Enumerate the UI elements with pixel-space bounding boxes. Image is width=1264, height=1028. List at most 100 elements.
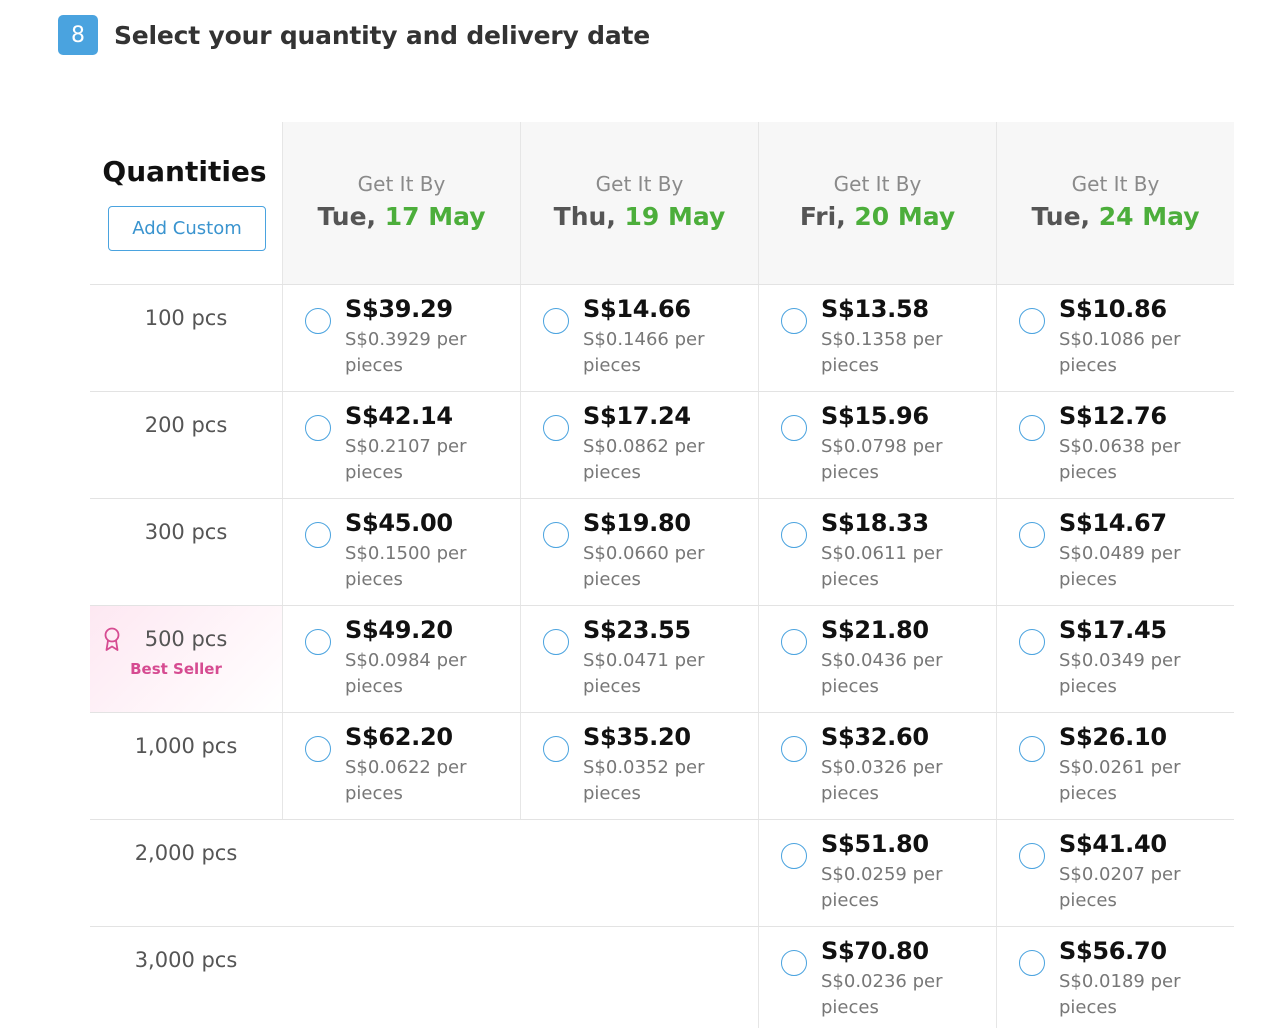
price-radio-button[interactable]	[1019, 950, 1045, 976]
unit-price: S$0.1358 per pieces	[821, 329, 943, 376]
price-option[interactable]: S$19.80 S$0.0660 per pieces	[520, 499, 758, 605]
price-option[interactable]: S$14.67 S$0.0489 per pieces	[996, 499, 1234, 605]
get-it-by-label: Get It By	[357, 172, 446, 196]
unit-price: S$0.0471 per pieces	[583, 650, 705, 697]
price-option[interactable]: S$15.96 S$0.0798 per pieces	[758, 392, 996, 498]
delivery-date: Thu, 19 May	[554, 202, 726, 231]
price-radio-button[interactable]	[781, 522, 807, 548]
price-radio-button[interactable]	[781, 415, 807, 441]
unit-price: S$0.0189 per pieces	[1059, 971, 1181, 1018]
price-radio-button[interactable]	[543, 736, 569, 762]
unit-price: S$0.0489 per pieces	[1059, 543, 1181, 590]
quantity-cell: 300 pcs	[90, 499, 282, 605]
unit-price: S$0.0326 per pieces	[821, 757, 943, 804]
date-column-header: Get It By Tue, 17 May	[282, 122, 520, 284]
price-option[interactable]: S$62.20 S$0.0622 per pieces	[282, 713, 520, 819]
price-radio-button[interactable]	[305, 415, 331, 441]
unit-price: S$0.0236 per pieces	[821, 971, 943, 1018]
price-option[interactable]: S$56.70 S$0.0189 per pieces	[996, 927, 1234, 1028]
price-option[interactable]: S$14.66 S$0.1466 per pieces	[520, 285, 758, 391]
price-radio-button[interactable]	[1019, 308, 1045, 334]
price-radio-button[interactable]	[305, 629, 331, 655]
total-price: S$42.14	[345, 402, 453, 430]
price-radio-button[interactable]	[781, 629, 807, 655]
price-radio-button[interactable]	[543, 308, 569, 334]
unit-price: S$0.0638 per pieces	[1059, 436, 1181, 483]
price-radio-button[interactable]	[781, 843, 807, 869]
total-price: S$26.10	[1059, 723, 1167, 751]
empty-price-cell	[520, 927, 758, 1028]
price-option[interactable]: S$49.20 S$0.0984 per pieces	[282, 606, 520, 712]
price-radio-button[interactable]	[543, 415, 569, 441]
price-option[interactable]: S$12.76 S$0.0638 per pieces	[996, 392, 1234, 498]
unit-price: S$0.2107 per pieces	[345, 436, 467, 483]
price-radio-button[interactable]	[1019, 843, 1045, 869]
quantity-label: 500 pcs	[144, 627, 228, 651]
price-radio-button[interactable]	[1019, 736, 1045, 762]
price-option[interactable]: S$51.80 S$0.0259 per pieces	[758, 820, 996, 926]
total-price: S$14.67	[1059, 509, 1167, 537]
price-option[interactable]: S$39.29 S$0.3929 per pieces	[282, 285, 520, 391]
quantities-header: Quantities Add Custom	[90, 122, 282, 284]
price-radio-button[interactable]	[543, 629, 569, 655]
best-seller-label: Best Seller	[130, 660, 222, 678]
price-radio-button[interactable]	[781, 736, 807, 762]
price-radio-button[interactable]	[1019, 522, 1045, 548]
delivery-date: Fri, 20 May	[800, 202, 955, 231]
total-price: S$18.33	[821, 509, 929, 537]
price-option[interactable]: S$10.86 S$0.1086 per pieces	[996, 285, 1234, 391]
date-column-header: Get It By Thu, 19 May	[520, 122, 758, 284]
price-option[interactable]: S$21.80 S$0.0436 per pieces	[758, 606, 996, 712]
unit-price: S$0.1466 per pieces	[583, 329, 705, 376]
total-price: S$45.00	[345, 509, 453, 537]
total-price: S$49.20	[345, 616, 453, 644]
total-price: S$15.96	[821, 402, 929, 430]
get-it-by-label: Get It By	[1071, 172, 1160, 196]
delivery-day: Thu,	[553, 202, 625, 231]
total-price: S$19.80	[583, 509, 691, 537]
unit-price: S$0.0207 per pieces	[1059, 864, 1181, 911]
step-header: 8 Select your quantity and delivery date	[58, 15, 650, 55]
price-option[interactable]: S$32.60 S$0.0326 per pieces	[758, 713, 996, 819]
total-price: S$35.20	[583, 723, 691, 751]
price-radio-button[interactable]	[781, 308, 807, 334]
price-option[interactable]: S$35.20 S$0.0352 per pieces	[520, 713, 758, 819]
price-radio-button[interactable]	[543, 522, 569, 548]
unit-price: S$0.1500 per pieces	[345, 543, 467, 590]
delivery-date-green: 17 May	[384, 202, 486, 231]
get-it-by-label: Get It By	[595, 172, 684, 196]
price-option[interactable]: S$26.10 S$0.0261 per pieces	[996, 713, 1234, 819]
quantity-label: 100 pcs	[144, 306, 228, 330]
price-option[interactable]: S$23.55 S$0.0471 per pieces	[520, 606, 758, 712]
price-option[interactable]: S$70.80 S$0.0236 per pieces	[758, 927, 996, 1028]
unit-price: S$0.0259 per pieces	[821, 864, 943, 911]
unit-price: S$0.0436 per pieces	[821, 650, 943, 697]
price-radio-button[interactable]	[1019, 415, 1045, 441]
add-custom-button[interactable]: Add Custom	[108, 206, 266, 251]
total-price: S$17.24	[583, 402, 691, 430]
step-title: Select your quantity and delivery date	[114, 20, 651, 50]
price-radio-button[interactable]	[305, 522, 331, 548]
price-option[interactable]: S$41.40 S$0.0207 per pieces	[996, 820, 1234, 926]
empty-price-cell	[520, 820, 758, 926]
price-radio-button[interactable]	[781, 950, 807, 976]
price-option[interactable]: S$18.33 S$0.0611 per pieces	[758, 499, 996, 605]
quantity-cell: 500 pcs Best Seller	[90, 606, 282, 712]
unit-price: S$0.0611 per pieces	[821, 543, 943, 590]
price-radio-button[interactable]	[1019, 629, 1045, 655]
price-option[interactable]: S$17.45 S$0.0349 per pieces	[996, 606, 1234, 712]
total-price: S$51.80	[821, 830, 929, 858]
price-radio-button[interactable]	[305, 308, 331, 334]
quantity-label: 1,000 pcs	[134, 734, 238, 758]
delivery-date-green: 24 May	[1098, 202, 1200, 231]
price-option[interactable]: S$45.00 S$0.1500 per pieces	[282, 499, 520, 605]
price-option[interactable]: S$13.58 S$0.1358 per pieces	[758, 285, 996, 391]
delivery-date: Tue, 24 May	[1031, 202, 1199, 231]
unit-price: S$0.0352 per pieces	[583, 757, 705, 804]
price-radio-button[interactable]	[305, 736, 331, 762]
quantity-row: 100 pcs S$39.29 S$0.3929 per pieces S$14.66…	[90, 285, 1234, 392]
quantity-label: 3,000 pcs	[134, 948, 238, 972]
price-option[interactable]: S$42.14 S$0.2107 per pieces	[282, 392, 520, 498]
total-price: S$41.40	[1059, 830, 1167, 858]
price-option[interactable]: S$17.24 S$0.0862 per pieces	[520, 392, 758, 498]
